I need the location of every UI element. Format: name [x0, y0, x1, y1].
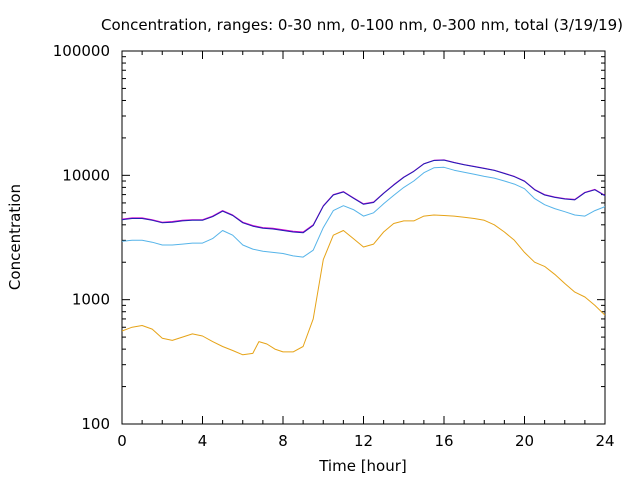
series-layer: [121, 159, 606, 356]
x-tick-label: 20: [515, 432, 534, 450]
x-tick-label: 12: [354, 432, 373, 450]
y-tick-label: 1000: [72, 291, 110, 309]
x-tick-label: 16: [434, 432, 453, 450]
plot-frame: [121, 50, 606, 425]
x-tick-label: 4: [198, 432, 208, 450]
x-tick-label: 8: [278, 432, 288, 450]
y-axis-label: Concentration: [6, 184, 24, 290]
x-tick-label: 0: [117, 432, 127, 450]
x-axis-ticks: 0 4 8 12 16 20 24: [117, 51, 615, 450]
y-tick-label: 100000: [53, 42, 110, 60]
y-tick-label: 100: [81, 415, 110, 433]
x-tick-label: 24: [595, 432, 614, 450]
chart-title: Concentration, ranges: 0-30 nm, 0-100 nm…: [101, 16, 623, 34]
y-axis-ticks: 100 1000 10000 100000: [53, 42, 605, 433]
series-line-2: [121, 166, 606, 258]
x-axis-label: Time [hour]: [318, 457, 407, 475]
series-line-4: [121, 159, 606, 234]
y-tick-label: 10000: [62, 166, 110, 184]
series-line-1: [121, 214, 606, 356]
